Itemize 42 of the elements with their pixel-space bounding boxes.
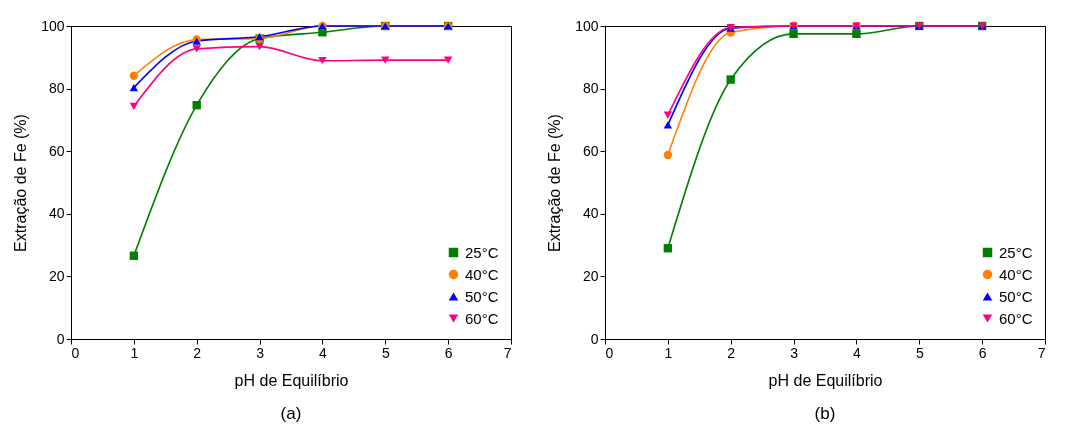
x-tick-label: 3 [256, 344, 265, 361]
x-tick-label: 0 [71, 344, 80, 361]
x-tick-label: 3 [790, 344, 799, 361]
x-tick-label: 4 [853, 344, 862, 361]
legend-label: 40°C [999, 265, 1033, 283]
y-tick-label: 20 [48, 267, 65, 284]
y-axis-title: Extração de Fe (%) [546, 114, 564, 252]
x-tick-label: 7 [1037, 344, 1046, 361]
y-tick-label: 40 [582, 205, 599, 222]
x-tick-label: 6 [978, 344, 987, 361]
y-tick-label: 20 [582, 267, 599, 284]
legend-label: 25°C [999, 243, 1033, 261]
x-tick-label: 7 [503, 344, 512, 361]
x-tick-label: 1 [664, 344, 673, 361]
legend-label: 25°C [465, 243, 499, 261]
y-axis-title: Extração de Fe (%) [12, 114, 30, 252]
legend-label: 50°C [465, 287, 499, 305]
y-tick-label: 40 [48, 205, 65, 222]
x-tick-label: 1 [130, 344, 139, 361]
x-tick-label: 5 [915, 344, 924, 361]
x-tick-label: 2 [727, 344, 736, 361]
x-tick-label: 0 [605, 344, 614, 361]
y-tick-label: 100 [41, 17, 65, 34]
y-tick-label: 0 [56, 330, 65, 347]
legend-label: 60°C [999, 309, 1033, 327]
y-tick-label: 0 [590, 330, 599, 347]
y-tick-label: 60 [582, 142, 599, 159]
y-tick-label: 60 [48, 142, 65, 159]
legend-label: 50°C [999, 287, 1033, 305]
text: (b) [814, 404, 836, 423]
legend-label: 60°C [465, 309, 499, 327]
x-tick-label: 5 [381, 344, 390, 361]
text: (a) [280, 404, 302, 423]
x-tick-label: 2 [193, 344, 202, 361]
y-tick-label: 100 [575, 17, 599, 34]
y-tick-label: 80 [48, 80, 65, 97]
legend-label: 40°C [465, 265, 499, 283]
y-tick-label: 80 [582, 80, 599, 97]
x-tick-label: 6 [444, 344, 453, 361]
x-tick-label: 4 [319, 344, 328, 361]
x-axis-title: pH de Equilíbrio [234, 371, 349, 389]
x-axis-title: pH de Equilíbrio [768, 371, 883, 389]
